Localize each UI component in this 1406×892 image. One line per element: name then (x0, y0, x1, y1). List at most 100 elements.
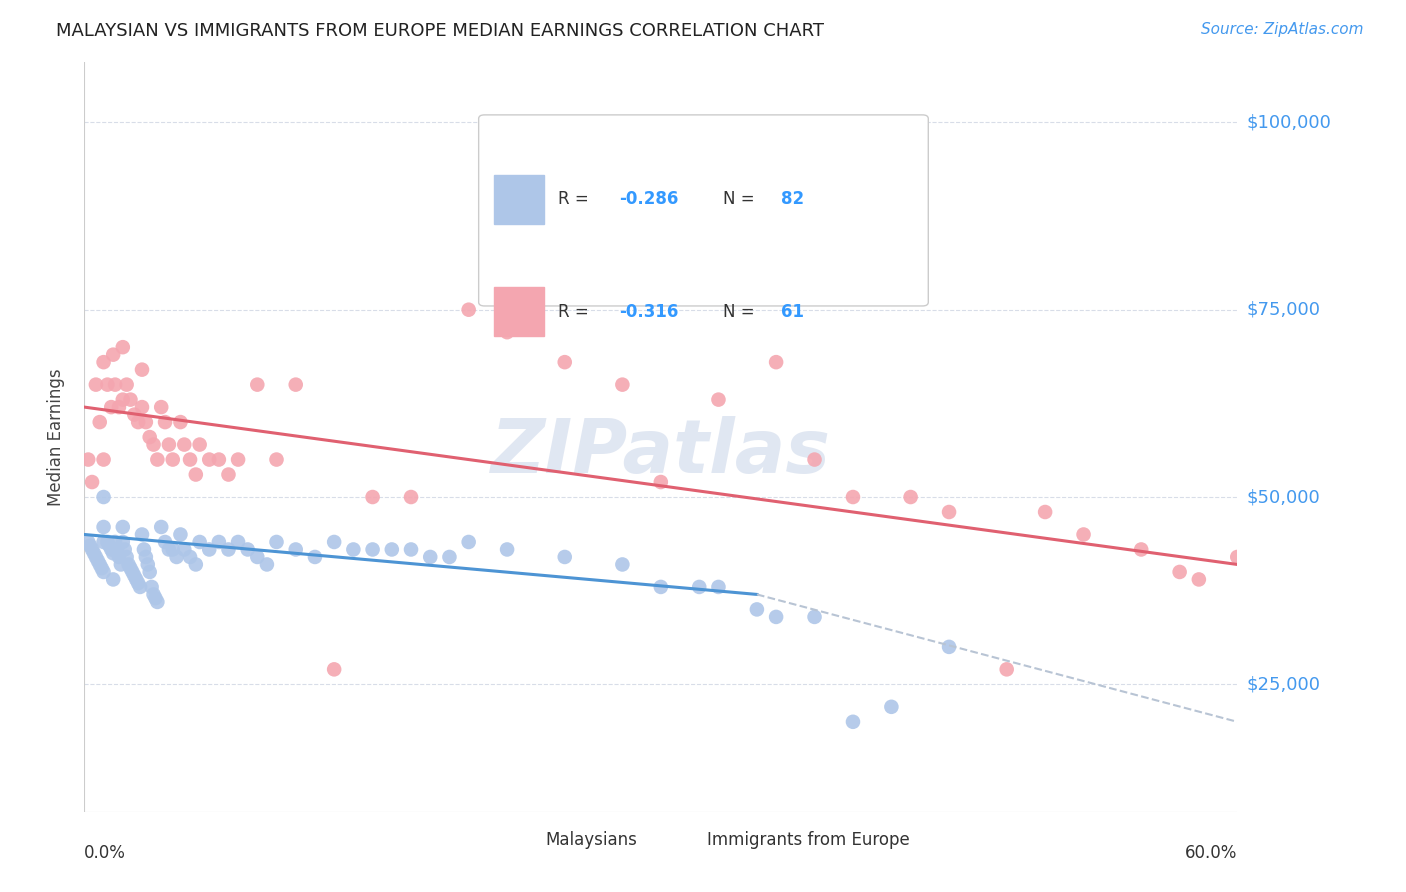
Point (554, 549, 576, 564)
Point (650, 475, 672, 489)
Point (1226, 549, 1249, 564)
Text: Median Earnings: Median Earnings (46, 368, 65, 506)
Point (131, 362, 153, 376)
Point (162, 542, 184, 557)
Point (103, 573, 124, 587)
Point (1188, 573, 1211, 587)
Point (226, 535, 249, 549)
Point (162, 452, 184, 467)
Point (218, 542, 240, 557)
Text: 60.0%: 60.0% (1185, 844, 1237, 862)
Point (145, 591, 167, 606)
Point (79, 539, 101, 553)
Point (650, 580, 672, 594)
Point (103, 546, 124, 560)
Point (90, 561, 112, 575)
Point (111, 535, 134, 549)
Point (115, 549, 138, 564)
Point (995, 662, 1018, 676)
Point (173, 437, 195, 451)
Point (496, 325, 519, 339)
Point (135, 415, 157, 429)
Text: N =: N = (723, 190, 761, 208)
Point (150, 520, 173, 534)
Text: 0.0%: 0.0% (84, 844, 127, 862)
Text: ZIPatlas: ZIPatlas (491, 416, 831, 489)
Point (179, 452, 201, 467)
Point (84, 549, 107, 564)
Point (842, 490, 865, 504)
Point (323, 662, 346, 676)
Point (83, 546, 105, 560)
Point (198, 452, 221, 467)
Point (132, 542, 155, 557)
Point (612, 558, 634, 572)
Point (114, 542, 136, 557)
FancyBboxPatch shape (478, 115, 928, 306)
Text: $75,000: $75,000 (1247, 301, 1320, 318)
Point (93, 355, 115, 369)
Point (399, 490, 422, 504)
Text: Malaysians: Malaysians (546, 830, 637, 849)
Point (120, 561, 142, 575)
Point (153, 535, 176, 549)
Point (457, 535, 479, 549)
Point (93, 452, 115, 467)
Point (124, 408, 146, 422)
Point (184, 467, 207, 482)
Point (80, 542, 103, 557)
Text: $100,000: $100,000 (1247, 113, 1331, 131)
Point (439, 549, 461, 564)
Point (124, 568, 146, 582)
Point (169, 415, 191, 429)
Point (93, 490, 115, 504)
Point (266, 535, 288, 549)
Point (496, 542, 519, 557)
Point (129, 580, 152, 594)
Point (98, 539, 121, 553)
Point (457, 302, 479, 317)
Point (169, 527, 191, 541)
Point (104, 377, 127, 392)
Point (104, 535, 127, 549)
Point (136, 558, 159, 572)
Point (246, 377, 269, 392)
Point (361, 542, 384, 557)
Point (284, 542, 307, 557)
Point (842, 714, 865, 729)
Point (1168, 565, 1191, 579)
Point (93, 565, 115, 579)
Point (111, 392, 134, 407)
Point (1073, 527, 1095, 541)
Point (93, 535, 115, 549)
Bar (494, 827, 534, 853)
Point (166, 549, 188, 564)
Text: MALAYSIAN VS IMMIGRANTS FROM EUROPE MEDIAN EARNINGS CORRELATION CHART: MALAYSIAN VS IMMIGRANTS FROM EUROPE MEDI… (56, 22, 824, 40)
Point (236, 542, 259, 557)
Point (146, 452, 169, 467)
Point (127, 415, 149, 429)
Point (554, 355, 576, 369)
Point (381, 542, 404, 557)
Point (198, 542, 221, 557)
Point (138, 430, 160, 444)
Point (127, 576, 149, 591)
Point (184, 558, 207, 572)
Text: $50,000: $50,000 (1247, 488, 1320, 506)
Point (115, 377, 138, 392)
Point (745, 602, 768, 616)
Point (131, 400, 153, 414)
Point (146, 595, 169, 609)
Point (103, 348, 124, 362)
Point (131, 527, 153, 541)
Text: $25,000: $25,000 (1247, 675, 1320, 693)
Point (419, 549, 441, 564)
Point (117, 558, 139, 572)
Point (84, 377, 107, 392)
Point (100, 542, 122, 557)
Point (880, 699, 903, 714)
Point (111, 340, 134, 354)
Point (226, 452, 249, 467)
Point (108, 549, 131, 564)
Point (108, 400, 131, 414)
